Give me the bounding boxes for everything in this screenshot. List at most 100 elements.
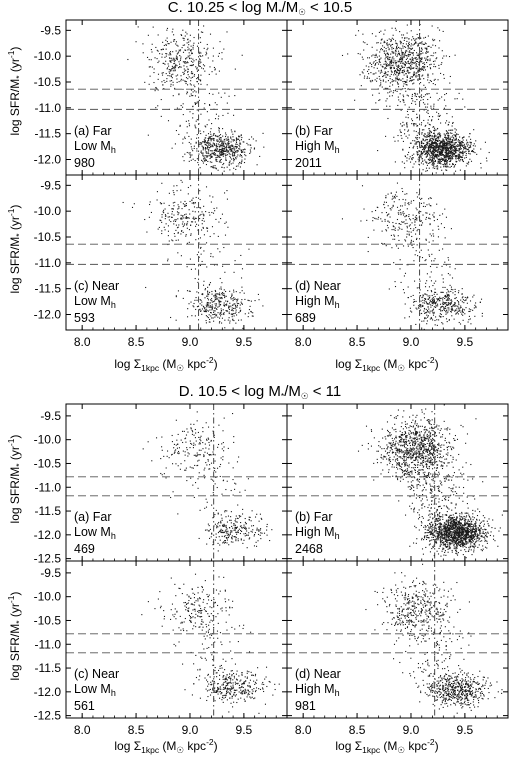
scatter-point (432, 152, 434, 154)
scatter-point (401, 71, 403, 73)
panel-halo-mass-label: High Mh (295, 294, 340, 310)
scatter-point (452, 129, 454, 131)
scatter-point (460, 148, 462, 150)
scatter-point (384, 63, 386, 65)
scatter-point (402, 221, 404, 223)
scatter-point (428, 82, 430, 84)
scatter-point (182, 142, 184, 144)
scatter-point (438, 29, 441, 31)
scatter-point (206, 266, 208, 268)
scatter-point (431, 119, 433, 121)
scatter-point (171, 216, 173, 218)
scatter-point (218, 149, 220, 152)
scatter-point (466, 302, 468, 304)
scatter-point (180, 463, 182, 465)
scatter-point (438, 158, 440, 160)
scatter-point (234, 146, 236, 148)
scatter-point (442, 278, 444, 280)
scatter-point (216, 159, 218, 161)
scatter-point (190, 60, 192, 62)
scatter-point (430, 107, 432, 109)
scatter-point (421, 257, 424, 259)
scatter-point (176, 65, 178, 67)
scatter-point (192, 305, 194, 307)
scatter-point (452, 149, 455, 151)
scatter-point (459, 142, 461, 145)
scatter-point (230, 298, 232, 300)
scatter-point (190, 50, 192, 52)
scatter-point (376, 77, 378, 79)
scatter-point (413, 71, 415, 73)
scatter-point (426, 309, 429, 312)
scatter-point (214, 316, 216, 318)
scatter-point (378, 75, 380, 78)
scatter-point (424, 260, 426, 262)
scatter-point (177, 67, 180, 69)
scatter-point (242, 526, 244, 528)
scatter-point (223, 148, 225, 150)
scatter-point (240, 254, 242, 257)
scatter-point (216, 298, 218, 300)
scatter-point (211, 307, 213, 309)
scatter-point (440, 315, 442, 318)
panel-halo-mass-label: Low Mh (74, 294, 116, 310)
scatter-point (183, 73, 185, 75)
scatter-point (433, 149, 435, 151)
scatter-point (397, 104, 399, 107)
scatter-point (226, 521, 229, 523)
scatter-point (438, 298, 440, 300)
scatter-point (456, 156, 458, 158)
scatter-point (235, 483, 237, 485)
scatter-point (434, 141, 437, 143)
y-tick-label: -9.5 (40, 409, 61, 423)
scatter-point (430, 120, 433, 122)
panel-halo-mass-label: Low Mh (74, 139, 116, 155)
scatter-point (178, 94, 180, 96)
scatter-point (439, 143, 441, 145)
scatter-point (185, 467, 187, 469)
scatter-point (384, 58, 386, 60)
scatter-point (454, 148, 457, 150)
scatter-point (184, 81, 186, 83)
scatter-point (399, 59, 401, 61)
scatter-point (194, 437, 196, 439)
scatter-point (202, 217, 204, 220)
scatter-point (445, 144, 447, 146)
scatter-point (461, 313, 463, 315)
scatter-point (423, 147, 425, 149)
scatter-point (184, 214, 186, 216)
scatter-point (195, 141, 197, 143)
scatter-point (401, 212, 403, 214)
scatter-point (236, 301, 238, 303)
scatter-point (242, 151, 244, 153)
scatter-point (431, 142, 433, 144)
scatter-point (415, 215, 417, 217)
scatter-point (458, 157, 460, 160)
scatter-point (390, 40, 392, 43)
scatter-point (433, 126, 435, 128)
scatter-point (440, 149, 442, 151)
scatter-point (395, 191, 397, 193)
scatter-point (221, 313, 223, 315)
scatter-point (198, 79, 200, 81)
scatter-point (186, 62, 188, 64)
scatter-point (189, 40, 191, 42)
scatter-point (452, 153, 454, 155)
scatter-point (411, 93, 413, 95)
scatter-point (196, 455, 198, 457)
scatter-point (261, 532, 263, 534)
scatter-point (397, 65, 399, 67)
scatter-point (445, 148, 447, 150)
scatter-point (442, 305, 444, 307)
scatter-point (204, 288, 207, 290)
scatter-point (402, 34, 405, 36)
scatter-point (149, 66, 151, 68)
scatter-point (172, 208, 174, 210)
scatter-point (214, 144, 216, 146)
scatter-point (418, 307, 420, 309)
scatter-point (385, 197, 387, 199)
scatter-point (469, 153, 471, 155)
scatter-point (225, 159, 227, 161)
scatter-point (171, 147, 173, 149)
scatter-point (234, 527, 236, 529)
